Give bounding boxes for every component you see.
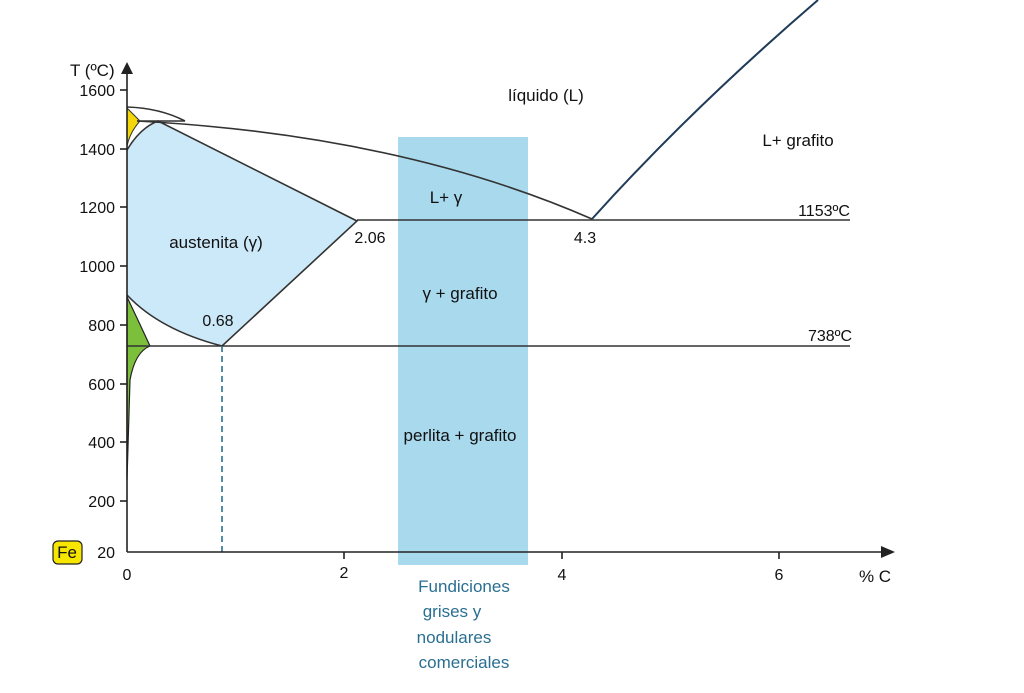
band-caption: nodulares xyxy=(417,628,492,647)
cast-iron-band xyxy=(398,137,528,565)
y-ticks: 1600 1400 1200 1000 800 600 400 200 20 xyxy=(79,83,115,562)
y-tick: 400 xyxy=(88,435,115,452)
region-label: austenita (γ) xyxy=(169,233,263,252)
fe-badge xyxy=(52,540,83,565)
x-tick: 2 xyxy=(340,565,349,582)
x-arrow xyxy=(881,546,895,558)
axes xyxy=(120,70,885,559)
point-label: 0.68 xyxy=(202,313,233,330)
y-tick: 200 xyxy=(88,494,115,511)
fe-label: Fe xyxy=(57,543,77,562)
region-label: L+ grafito xyxy=(762,131,833,150)
y-tick: 1200 xyxy=(79,200,115,217)
line-label: 738ºC xyxy=(808,328,852,345)
y-tick: 1400 xyxy=(79,142,115,159)
region-label: L+ γ xyxy=(430,188,463,207)
y-tick: 800 xyxy=(88,318,115,335)
region-label: perlita + grafito xyxy=(404,426,517,445)
region-label: líquido (L) xyxy=(508,86,584,105)
phase-lines xyxy=(126,106,850,347)
x-tick: 0 xyxy=(123,567,132,584)
band-caption: grises y xyxy=(423,602,482,621)
x-tick: 6 xyxy=(775,567,784,584)
region-label: γ + grafito xyxy=(422,284,497,303)
y-tick: 20 xyxy=(97,545,115,562)
y-tick: 600 xyxy=(88,377,115,394)
graphite-liquidus xyxy=(591,0,819,220)
line-label: 1153ºC xyxy=(798,203,850,220)
y-axis-label: T (ºC) xyxy=(70,61,115,80)
y-tick: 1600 xyxy=(79,83,115,100)
x-axis-label: % C xyxy=(859,567,891,586)
band-caption: comerciales xyxy=(419,653,510,672)
point-label: 2.06 xyxy=(354,230,385,247)
band-caption: Fundiciones xyxy=(418,577,510,596)
ferrite-region xyxy=(126,296,151,481)
austenite-region xyxy=(127,121,357,346)
x-tick: 4 xyxy=(558,567,567,584)
point-label: 4.3 xyxy=(574,230,596,247)
y-arrow xyxy=(121,62,133,74)
y-tick: 1000 xyxy=(79,259,115,276)
